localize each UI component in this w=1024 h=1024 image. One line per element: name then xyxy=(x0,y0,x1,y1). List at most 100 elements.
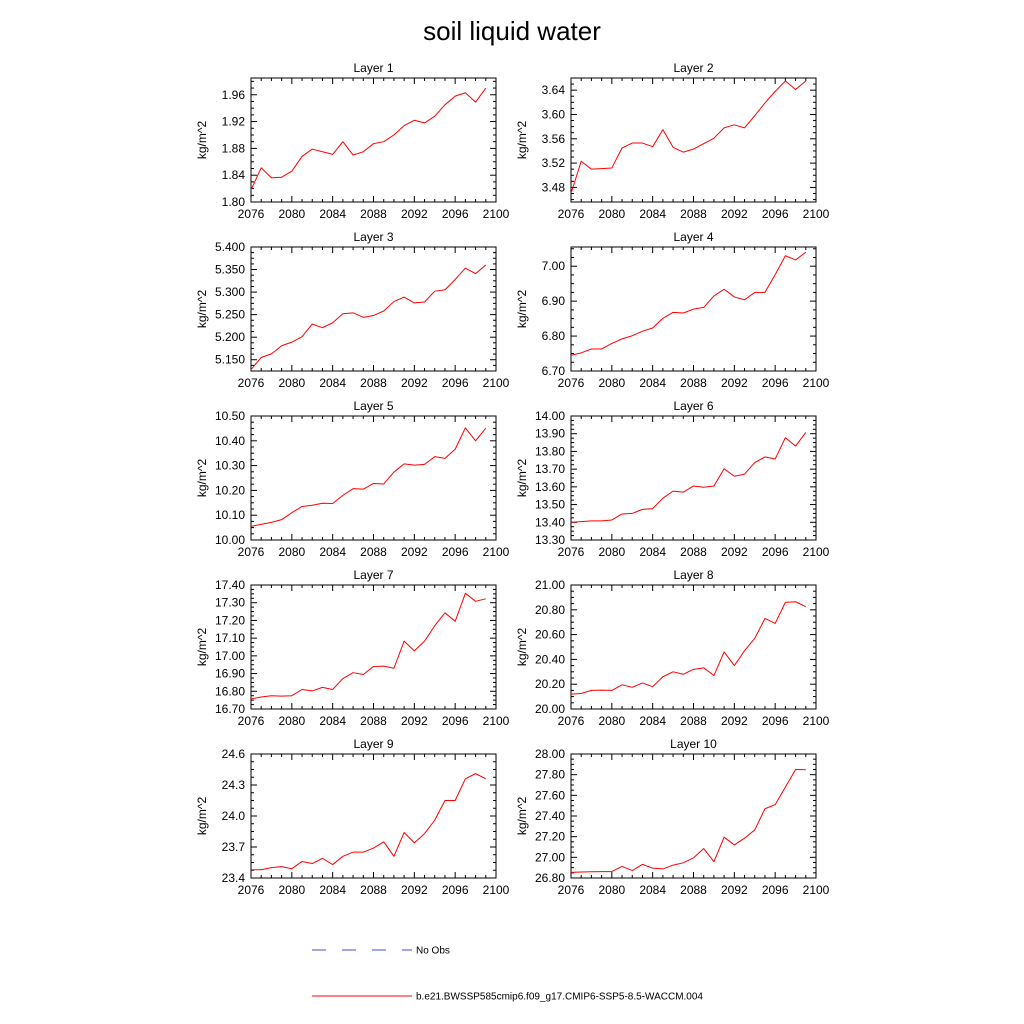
x-tick-label: 2084 xyxy=(639,376,666,390)
panel-title: Layer 3 xyxy=(353,230,393,244)
panel-title: Layer 6 xyxy=(673,399,713,413)
y-tick-label: 3.56 xyxy=(542,132,566,146)
panel-title: Layer 4 xyxy=(673,230,713,244)
panel-layer-2: Layer 2 kg/m^2 2076 2080 2084 2088 2092 2096 210… xyxy=(515,61,830,221)
y-tick-label: 20.60 xyxy=(535,628,565,642)
y-tick-label: 20.20 xyxy=(535,677,565,691)
plot-frame xyxy=(570,415,817,541)
y-tick-label: 20.80 xyxy=(535,603,565,617)
x-tick-label: 2096 xyxy=(442,207,469,221)
y-tick-label: 27.80 xyxy=(535,768,565,782)
x-tick-label: 2080 xyxy=(598,545,625,559)
panel-layer-4: Layer 4 kg/m^2 2076 2080 2084 2088 2092 2096 210… xyxy=(515,230,830,390)
series-line xyxy=(250,264,487,370)
plot-frame xyxy=(250,246,497,372)
y-tick-label: 6.90 xyxy=(542,294,566,308)
panel-layer-1: Layer 1 kg/m^2 2076 2080 2084 2088 2092 2096 210… xyxy=(195,61,510,221)
x-tick-label: 2088 xyxy=(680,883,707,897)
x-tick-label: 2084 xyxy=(639,207,666,221)
panel-title: Layer 10 xyxy=(670,737,717,751)
y-tick-label: 13.30 xyxy=(535,533,565,547)
y-tick-label: 13.90 xyxy=(535,427,565,441)
x-tick-label: 2100 xyxy=(483,545,510,559)
main-title: soil liquid water xyxy=(423,16,601,46)
series-line xyxy=(570,432,807,523)
x-tick-label: 2092 xyxy=(721,545,748,559)
x-tick-label: 2096 xyxy=(762,883,789,897)
y-tick-label: 5.250 xyxy=(215,308,245,322)
x-tick-label: 2084 xyxy=(319,883,346,897)
y-tick-label: 10.30 xyxy=(215,459,245,473)
series-line xyxy=(251,773,487,871)
y-tick-label: 7.00 xyxy=(542,259,566,273)
x-tick-label: 2092 xyxy=(721,714,748,728)
y-tick-label: 6.70 xyxy=(542,364,566,378)
x-tick-label: 2076 xyxy=(558,376,585,390)
x-tick-label: 2092 xyxy=(401,883,428,897)
x-tick-label: 2092 xyxy=(401,376,428,390)
x-tick-label: 2084 xyxy=(319,545,346,559)
panels: Layer 1 kg/m^2 2076 2080 2084 2088 2092 2096 210… xyxy=(195,61,830,897)
x-tick-label: 2100 xyxy=(483,376,510,390)
x-tick-label: 2076 xyxy=(558,545,585,559)
panel-layer-10: Layer 10 kg/m^2 2076 2080 2084 2088 2092 2096 21… xyxy=(515,737,830,897)
y-tick-label: 26.80 xyxy=(535,871,565,885)
series-line xyxy=(570,80,807,194)
y-axis-label: kg/m^2 xyxy=(195,121,209,160)
y-tick-label: 24.6 xyxy=(222,747,246,761)
x-tick-label: 2076 xyxy=(558,207,585,221)
y-axis-label: kg/m^2 xyxy=(195,797,209,836)
x-tick-label: 2092 xyxy=(401,207,428,221)
y-tick-label: 3.64 xyxy=(542,83,566,97)
y-tick-label: 27.00 xyxy=(535,850,565,864)
y-tick-label: 27.40 xyxy=(535,809,565,823)
plot-frame xyxy=(250,415,497,541)
legend-model-label: b.e21.BWSSP585cmip6.f09_g17.CMIP6-SSP5-8… xyxy=(416,992,703,1003)
x-tick-label: 2076 xyxy=(238,883,265,897)
x-tick-label: 2096 xyxy=(442,545,469,559)
y-tick-label: 20.00 xyxy=(535,702,565,716)
y-tick-label: 17.00 xyxy=(215,649,245,663)
x-tick-label: 2080 xyxy=(278,883,305,897)
y-tick-label: 1.92 xyxy=(222,115,246,129)
x-tick-label: 2088 xyxy=(360,883,387,897)
panel-title: Layer 9 xyxy=(353,737,393,751)
x-tick-label: 2100 xyxy=(803,207,830,221)
y-tick-label: 5.200 xyxy=(215,330,245,344)
y-tick-label: 20.40 xyxy=(535,652,565,666)
y-tick-label: 10.20 xyxy=(215,483,245,497)
panel-title: Layer 8 xyxy=(673,568,713,582)
x-tick-label: 2076 xyxy=(558,883,585,897)
x-tick-label: 2080 xyxy=(598,376,625,390)
x-tick-label: 2092 xyxy=(721,207,748,221)
y-axis-label: kg/m^2 xyxy=(515,797,529,836)
series-line xyxy=(250,592,486,700)
x-tick-label: 2092 xyxy=(401,545,428,559)
y-axis-label: kg/m^2 xyxy=(515,290,529,329)
y-tick-label: 16.80 xyxy=(215,684,245,698)
legend: No Obs b.e21.BWSSP585cmip6.f09_g17.CMIP6… xyxy=(312,946,703,1003)
y-tick-label: 1.88 xyxy=(222,141,246,155)
panel-layer-8: Layer 8 kg/m^2 2076 2080 2084 2088 2092 2096 210… xyxy=(515,568,830,728)
plot-frame xyxy=(570,77,817,203)
x-tick-label: 2088 xyxy=(680,376,707,390)
x-tick-label: 2084 xyxy=(639,883,666,897)
y-tick-label: 27.20 xyxy=(535,830,565,844)
x-tick-label: 2100 xyxy=(803,883,830,897)
y-tick-label: 3.52 xyxy=(542,156,566,170)
panel-title: Layer 2 xyxy=(673,61,713,75)
y-tick-label: 17.40 xyxy=(215,578,245,592)
panel-title: Layer 1 xyxy=(353,61,393,75)
y-tick-label: 13.80 xyxy=(535,444,565,458)
x-tick-label: 2076 xyxy=(238,545,265,559)
x-tick-label: 2080 xyxy=(598,714,625,728)
y-tick-label: 10.50 xyxy=(215,409,245,423)
y-tick-label: 16.90 xyxy=(215,667,245,681)
y-axis-label: kg/m^2 xyxy=(515,628,529,667)
x-tick-label: 2096 xyxy=(762,207,789,221)
x-tick-label: 2100 xyxy=(803,714,830,728)
y-axis-label: kg/m^2 xyxy=(515,459,529,498)
y-tick-label: 6.80 xyxy=(542,329,566,343)
y-tick-label: 13.40 xyxy=(535,515,565,529)
